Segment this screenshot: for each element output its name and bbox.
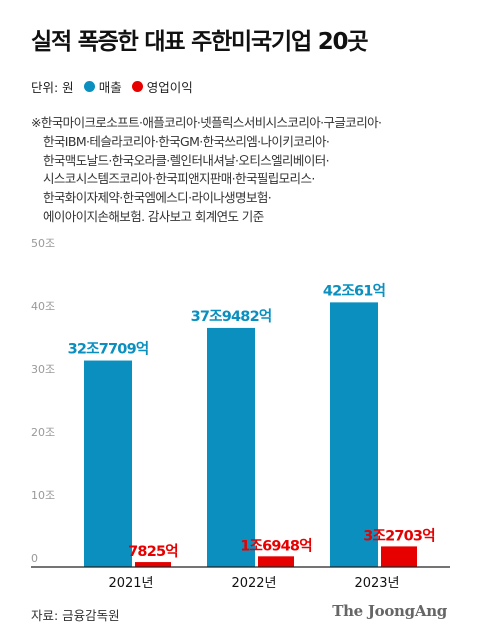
operating-profit-value-label: 1조6948억 [240, 536, 312, 554]
legend-swatch-sales [83, 81, 95, 92]
x-category-label: 2021년 [108, 576, 153, 591]
y-tick-label: 50조 [31, 237, 55, 250]
y-tick-label: 10조 [31, 489, 55, 502]
legend-label-sales: 매출 [98, 80, 122, 95]
operating-profit-value-label: 3조2703억 [363, 526, 435, 544]
footnote-line: 한국화이자제약·한국엠에스디·라이나생명보험· [43, 190, 272, 206]
operating-profit-bar [381, 546, 417, 567]
y-tick-label: 0 [31, 552, 38, 565]
footnote-line: 한국IBM·테슬라코리아·한국GM·한국쓰리엠·나이키코리아· [43, 133, 330, 149]
footnote-line: 시스코시스템즈코리아·한국피앤지판매·한국필립모리스· [43, 171, 315, 187]
sales-value-label: 37조9482억 [191, 307, 272, 325]
sales-bar [207, 327, 255, 567]
footnote-line: 한국맥도날드·한국오라클·렐인터내셔날·오티스엘리베이터· [43, 152, 330, 168]
operating-profit-bar [135, 562, 171, 567]
y-tick-label: 20조 [31, 426, 55, 439]
sales-value-label: 42조61억 [323, 281, 385, 299]
legend-label-operating-profit: 영업이익 [146, 80, 193, 95]
operating-profit-value-label: 7825억 [128, 542, 178, 560]
source-note: 자료: 금융감독원 [31, 608, 120, 623]
x-category-label: 2023년 [354, 576, 399, 591]
sales-bar [330, 302, 378, 567]
footnote-line: ※한국마이크로소프트·애플코리아·넷플릭스서비시스코리아·구글코리아· [31, 115, 382, 130]
operating-profit-bar [258, 556, 294, 567]
y-tick-label: 40조 [31, 300, 55, 313]
legend: 단위: 원 매출 영업이익 [31, 77, 193, 96]
chart-title: 실적 폭증한 대표 주한미국기업 20곳 [31, 29, 368, 55]
y-tick-label: 30조 [31, 363, 55, 376]
publisher-logo: The JoongAng [332, 602, 447, 620]
x-category-label: 2022년 [231, 576, 276, 591]
footnote-line: 에이아이지손해보험. 감사보고 회계연도 기준 [43, 208, 264, 224]
footnote-company-list: ※한국마이크로소프트·애플코리아·넷플릭스서비시스코리아·구글코리아· 한국IB… [31, 114, 451, 227]
legend-swatch-operating-profit [131, 81, 143, 92]
sales-value-label: 32조7709억 [68, 340, 149, 358]
sales-bar [84, 360, 132, 567]
unit-label: 단위: 원 [31, 80, 74, 95]
